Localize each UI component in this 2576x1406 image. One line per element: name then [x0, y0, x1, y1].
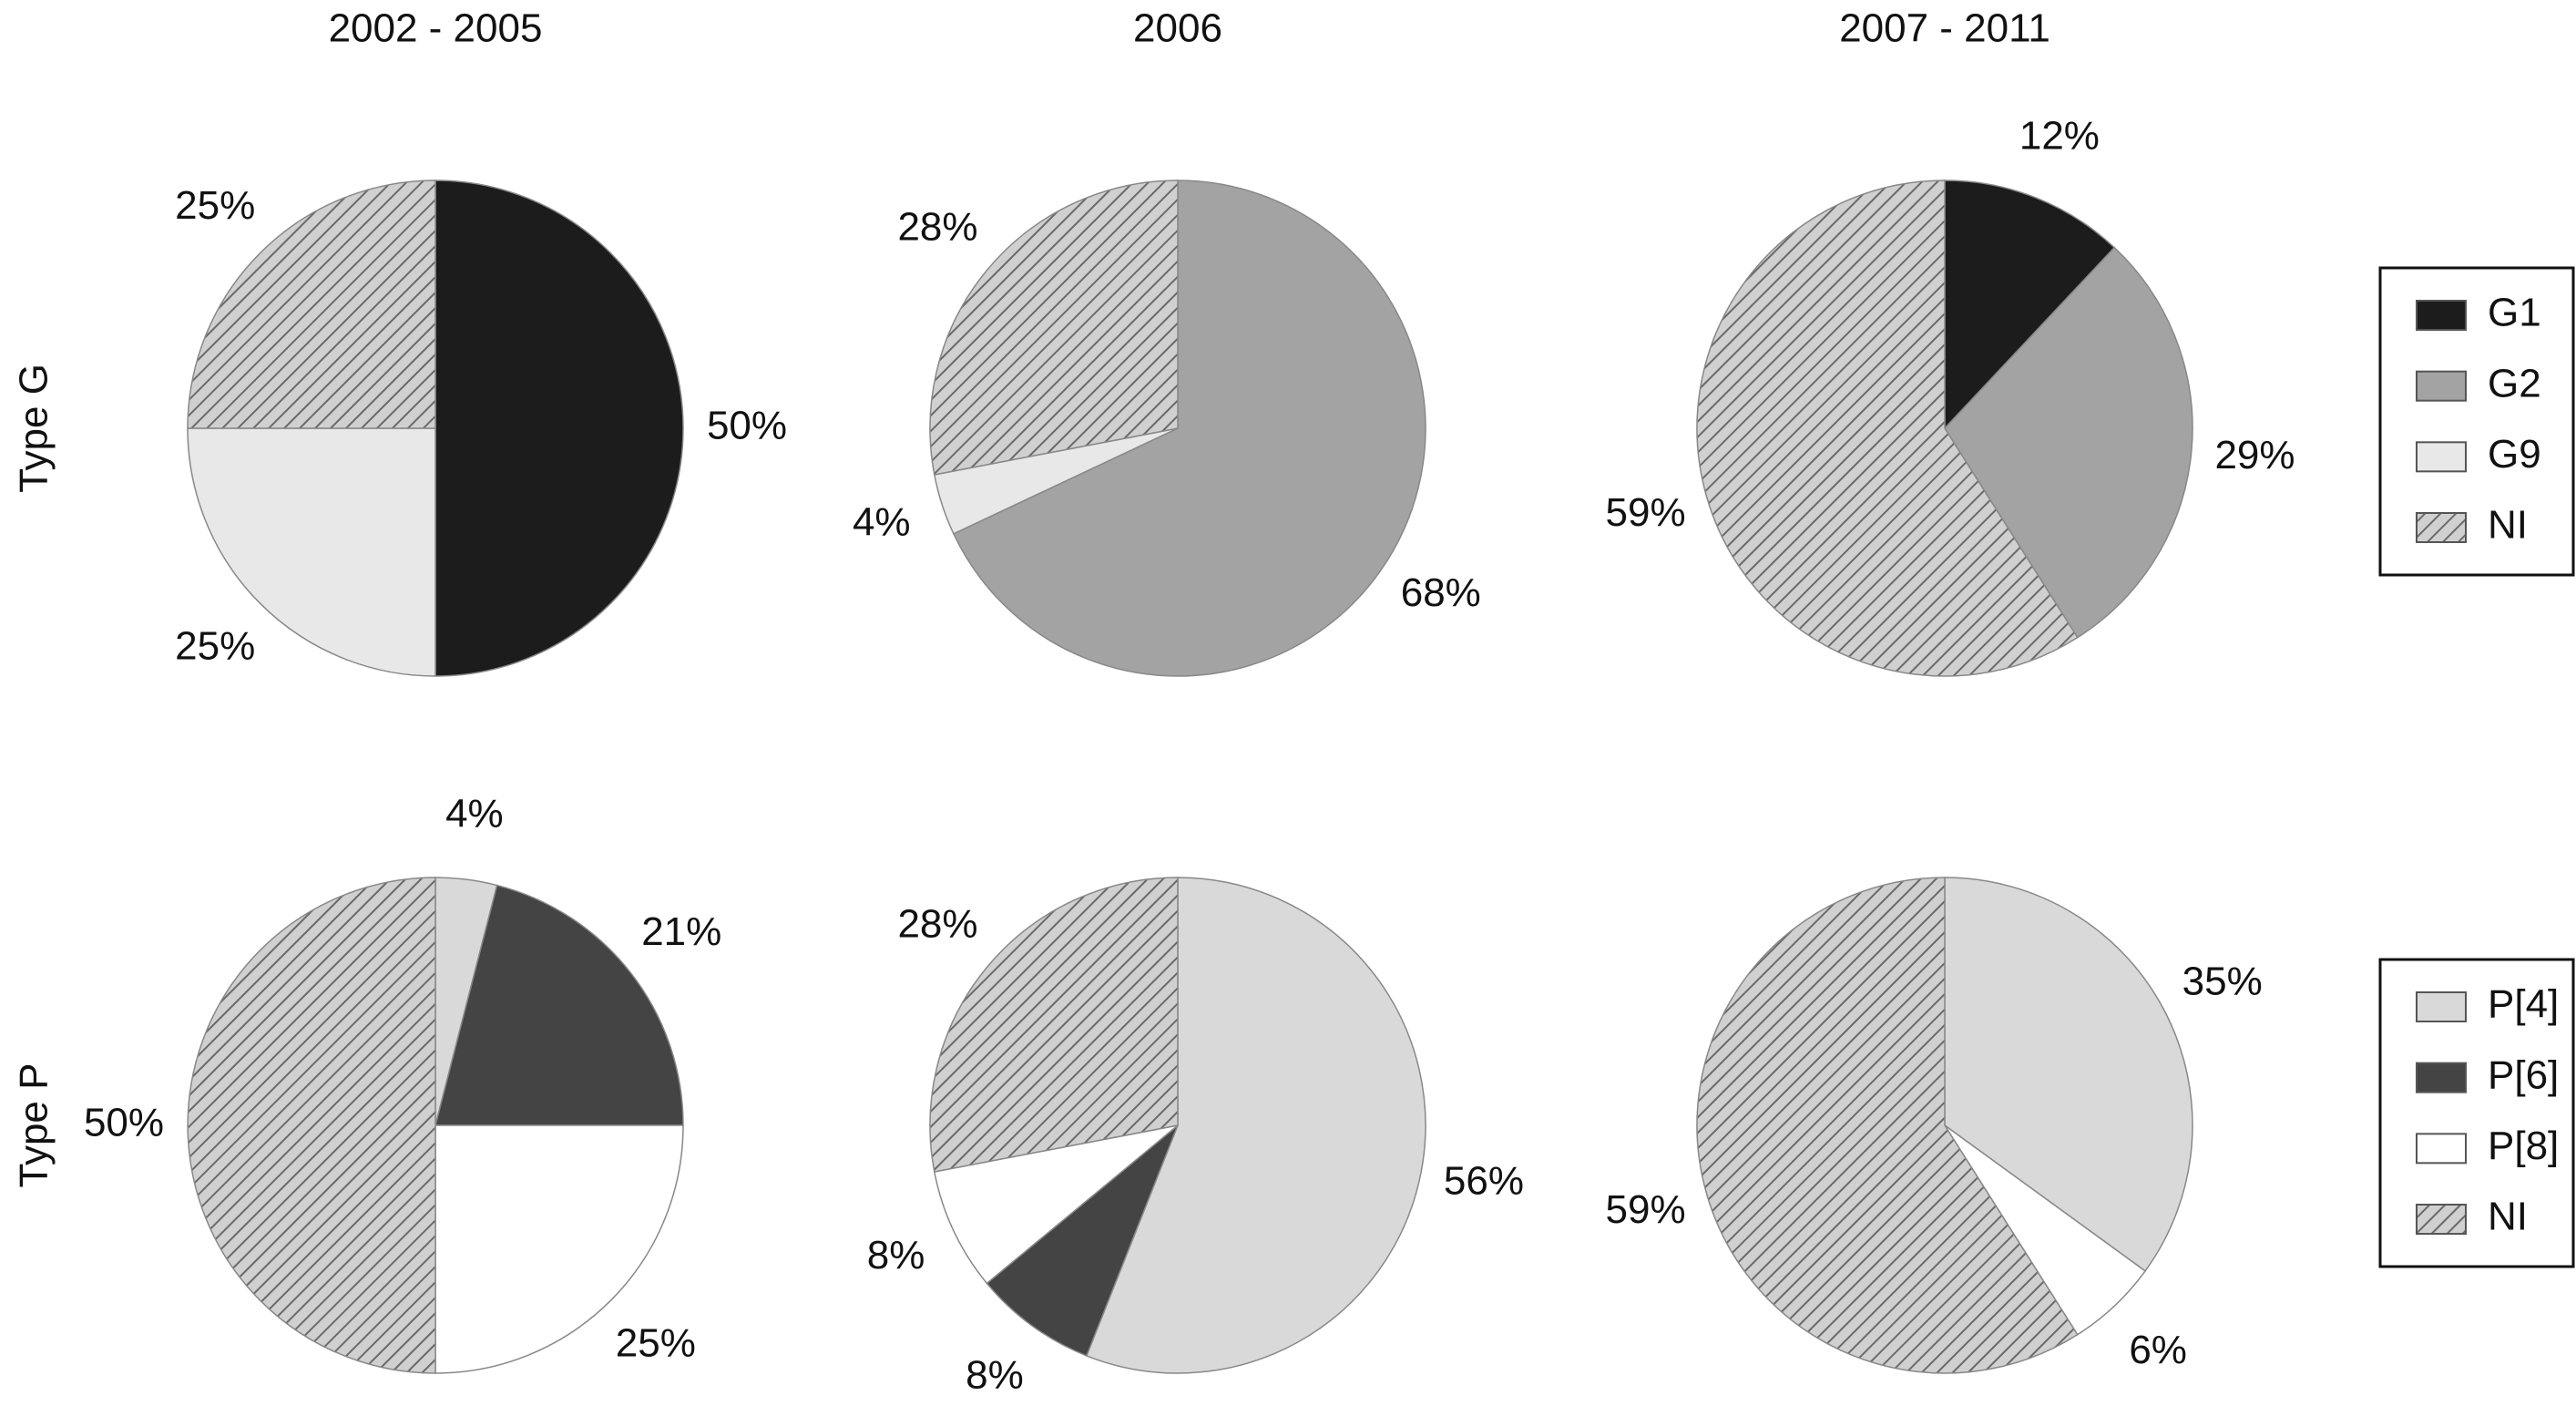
pie-slice — [1944, 877, 2193, 1272]
legend-swatch — [2416, 370, 2467, 402]
column-title: 2007 - 2011 — [1839, 6, 2050, 51]
pie-slice — [929, 877, 1179, 1173]
value-label: 28% — [897, 205, 977, 250]
legend-swatch — [2416, 441, 2467, 473]
value-label: 59% — [1606, 1187, 1686, 1232]
pie-slice — [952, 180, 1426, 677]
legend-swatch — [2416, 1062, 2467, 1093]
value-label: 12% — [2019, 114, 2100, 159]
legend-label: P[4] — [2488, 982, 2559, 1027]
pie-slice — [1696, 877, 2079, 1374]
legend-label: NI — [2488, 1195, 2528, 1239]
legend-box — [2378, 266, 2575, 577]
legend-label: P[8] — [2488, 1124, 2559, 1168]
value-label: 56% — [1444, 1159, 1524, 1204]
value-label: 59% — [1606, 490, 1686, 535]
legend-box — [2378, 958, 2575, 1268]
value-label: 25% — [616, 1320, 696, 1365]
value-label: 50% — [707, 404, 787, 448]
legend-swatch — [2416, 1133, 2467, 1165]
value-label: 8% — [966, 1352, 1024, 1397]
pie-slice — [187, 427, 436, 677]
pie-slice — [434, 180, 684, 677]
legend-swatch — [2416, 1204, 2467, 1235]
pie-slice — [434, 884, 684, 1126]
value-label: 35% — [2182, 959, 2263, 1003]
value-label: 21% — [641, 909, 721, 954]
pie-slice — [1944, 180, 2116, 430]
legend-label: G1 — [2488, 291, 2541, 335]
value-label: 4% — [853, 499, 911, 544]
legend-label: G9 — [2488, 432, 2541, 477]
pie-slice — [1944, 246, 2193, 639]
value-label: 28% — [897, 902, 977, 947]
value-label: 25% — [175, 183, 255, 228]
column-title: 2002 - 2005 — [329, 6, 543, 51]
pie-slice — [1696, 180, 2079, 677]
pie-slice — [187, 877, 436, 1374]
value-label: 25% — [175, 623, 255, 668]
pie-slice — [986, 1124, 1179, 1357]
legend-swatch — [2416, 991, 2467, 1022]
legend-swatch — [2416, 512, 2467, 543]
value-label: 68% — [1401, 570, 1481, 615]
pie-slice — [929, 180, 1179, 476]
row-label: Type P — [12, 1063, 56, 1188]
legend-label: P[6] — [2488, 1052, 2559, 1097]
value-label: 4% — [445, 791, 504, 836]
legend-label: G2 — [2488, 361, 2541, 405]
pie-slice — [1085, 877, 1426, 1374]
pie-slice — [434, 1124, 684, 1374]
pie-slice — [187, 180, 436, 429]
legend-swatch — [2416, 300, 2467, 331]
value-label: 50% — [84, 1101, 164, 1145]
value-label: 29% — [2214, 433, 2295, 477]
value-label: 8% — [867, 1233, 925, 1278]
row-label: Type G — [12, 364, 56, 493]
legend-label: NI — [2488, 503, 2528, 548]
column-title: 2006 — [1133, 6, 1222, 51]
pie-slice — [933, 1124, 1179, 1285]
value-label: 6% — [2129, 1328, 2187, 1372]
